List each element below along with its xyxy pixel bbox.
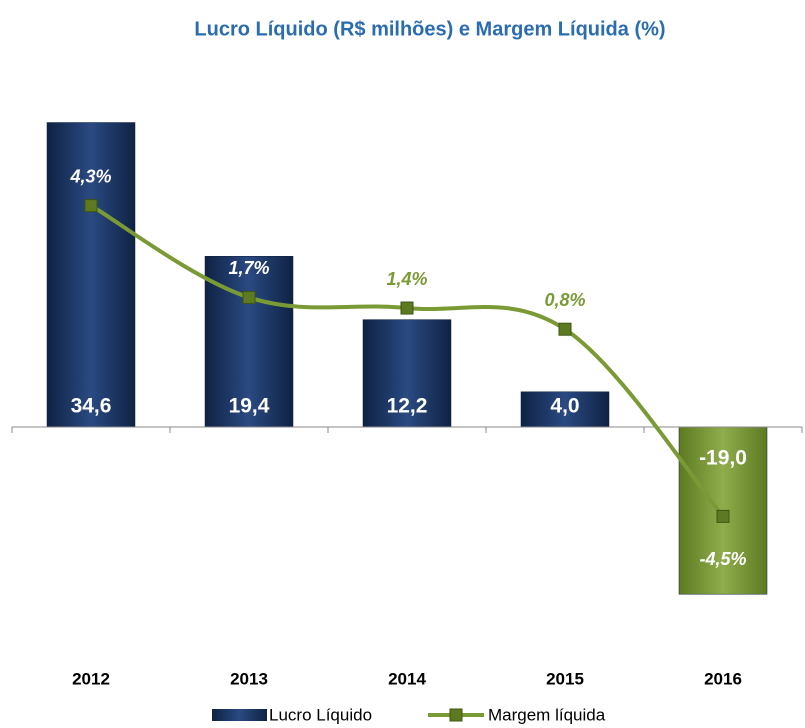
line-value-label: 4,3% [69,166,111,186]
x-tick-label: 2016 [704,669,742,688]
line-value-label: -4,5% [699,549,746,569]
line-marker [400,301,414,315]
line-value-label: 1,4% [386,269,427,289]
bar-value-label: -19,0 [699,447,747,470]
line-marker [558,322,572,336]
line-marker [716,509,730,523]
line-value-label: 1,7% [228,258,269,278]
bar [520,391,610,428]
x-tick-label: 2015 [546,669,584,688]
legend-swatch [449,708,463,722]
chart-title: Lucro Líquido (R$ milhões) e Margem Líqu… [194,18,665,40]
bar-value-label: 19,4 [229,395,270,418]
bar-value-label: 34,6 [71,395,112,418]
bar [362,319,452,428]
legend-swatch [212,709,267,721]
x-tick-label: 2012 [72,669,110,688]
line-marker [84,199,98,213]
legend-label: Margem líquida [488,705,606,724]
bar [46,122,136,428]
line-marker [242,290,256,304]
legend-label: Lucro Líquido [269,705,372,724]
x-tick-label: 2014 [388,669,426,688]
bar-value-label: 12,2 [387,395,428,418]
x-tick-label: 2013 [230,669,268,688]
line-value-label: 0,8% [544,290,585,310]
bar-value-label: 4,0 [550,395,579,418]
